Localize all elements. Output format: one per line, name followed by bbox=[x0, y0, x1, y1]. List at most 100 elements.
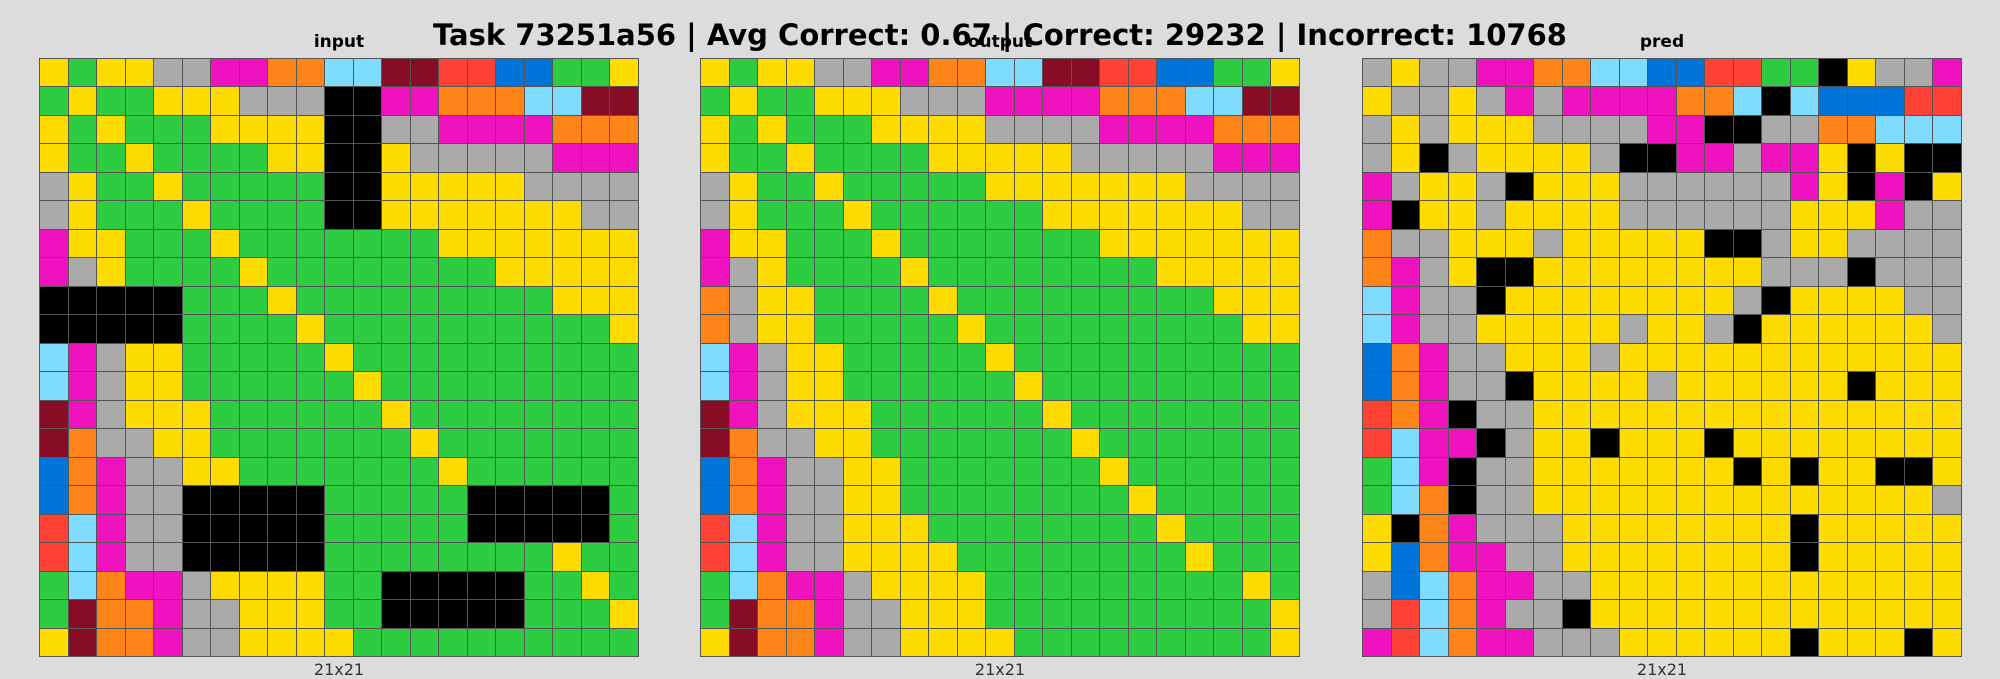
grid-cell bbox=[786, 59, 815, 87]
grid-cell bbox=[1648, 315, 1676, 343]
grid-cell bbox=[957, 315, 986, 343]
grid-cell bbox=[581, 628, 610, 656]
grid-cell bbox=[553, 59, 581, 87]
grid-cell bbox=[1648, 571, 1676, 600]
grid-cell bbox=[1242, 514, 1271, 543]
grid-cell bbox=[382, 172, 410, 201]
grid-cell bbox=[296, 514, 325, 543]
grid-cell bbox=[296, 429, 325, 457]
grid-cell bbox=[182, 201, 211, 229]
grid-cell bbox=[182, 372, 211, 400]
grid-cell bbox=[154, 514, 182, 543]
grid-cell bbox=[1619, 87, 1648, 115]
grid-cell bbox=[900, 201, 929, 229]
grid-cell bbox=[1705, 201, 1733, 229]
grid-cell bbox=[1904, 400, 1933, 429]
grid-cell bbox=[467, 457, 496, 486]
grid-cell bbox=[439, 59, 467, 87]
grid-cell bbox=[1676, 172, 1705, 201]
grid-cell bbox=[467, 201, 496, 229]
grid-cell bbox=[154, 543, 182, 571]
grid-cell bbox=[1185, 571, 1214, 600]
grid-cell bbox=[1790, 115, 1819, 144]
grid-cell bbox=[439, 429, 467, 457]
grid-cell bbox=[1271, 486, 1299, 514]
grid-cell bbox=[729, 486, 758, 514]
grid-cell bbox=[97, 115, 125, 144]
grid-cell bbox=[40, 543, 68, 571]
grid-cell bbox=[1448, 372, 1477, 400]
grid-cell bbox=[1705, 258, 1733, 286]
grid-cell bbox=[1648, 343, 1676, 372]
grid-cell bbox=[1676, 87, 1705, 115]
grid-cell bbox=[353, 457, 382, 486]
grid-cell bbox=[872, 172, 900, 201]
grid-cell bbox=[872, 571, 900, 600]
grid-cell bbox=[1071, 172, 1100, 201]
grid-cell bbox=[1762, 343, 1790, 372]
grid-cell bbox=[125, 628, 154, 656]
grid-cell bbox=[1363, 343, 1391, 372]
grid-cell bbox=[239, 172, 268, 201]
grid-cell bbox=[1420, 201, 1448, 229]
grid-cell bbox=[610, 172, 638, 201]
grid-cell bbox=[1214, 543, 1242, 571]
grid-cell bbox=[1847, 229, 1876, 258]
grid-cell bbox=[439, 571, 467, 600]
grid-cell bbox=[268, 59, 296, 87]
grid-cell bbox=[1591, 144, 1619, 172]
grid-cell bbox=[1477, 315, 1505, 343]
grid-cell bbox=[154, 457, 182, 486]
grid-cell bbox=[68, 258, 97, 286]
grid-cell bbox=[439, 514, 467, 543]
grid-cell bbox=[701, 543, 729, 571]
grid-cell bbox=[1790, 543, 1819, 571]
grid-cell bbox=[581, 343, 610, 372]
grid-cell bbox=[1619, 286, 1648, 315]
grid-cell bbox=[1477, 457, 1505, 486]
grid-cell bbox=[97, 258, 125, 286]
grid-cell bbox=[439, 315, 467, 343]
grid-cell bbox=[1071, 343, 1100, 372]
grid-cell bbox=[97, 315, 125, 343]
grid-cell bbox=[1733, 457, 1762, 486]
grid-cell bbox=[1705, 229, 1733, 258]
grid-cell bbox=[1933, 571, 1961, 600]
grid-cell bbox=[1505, 514, 1534, 543]
grid-cell bbox=[1214, 87, 1242, 115]
grid-cell bbox=[524, 457, 553, 486]
grid-cell bbox=[1363, 600, 1391, 628]
grid-cell bbox=[1477, 628, 1505, 656]
grid-cell bbox=[496, 514, 524, 543]
grid-cell bbox=[40, 172, 68, 201]
grid-cell bbox=[496, 87, 524, 115]
grid-cell bbox=[1648, 486, 1676, 514]
grid-cell bbox=[1363, 628, 1391, 656]
grid-cell bbox=[957, 543, 986, 571]
grid-cell bbox=[1562, 87, 1591, 115]
grid-cell bbox=[729, 628, 758, 656]
grid-cell bbox=[1271, 628, 1299, 656]
grid-cell bbox=[382, 600, 410, 628]
grid-cell bbox=[1185, 457, 1214, 486]
grid-cell bbox=[268, 201, 296, 229]
grid-cell bbox=[382, 628, 410, 656]
grid-cell bbox=[1014, 514, 1043, 543]
grid-cell bbox=[1420, 600, 1448, 628]
grid-cell bbox=[900, 571, 929, 600]
grid-cell bbox=[1242, 172, 1271, 201]
grid-cell bbox=[40, 457, 68, 486]
grid-cell bbox=[786, 87, 815, 115]
grid-cell bbox=[1271, 229, 1299, 258]
grid-cell bbox=[1762, 59, 1790, 87]
grid-cell bbox=[1648, 543, 1676, 571]
grid-cell bbox=[1904, 59, 1933, 87]
grid-cell bbox=[1762, 201, 1790, 229]
grid-cell bbox=[239, 457, 268, 486]
grid-cell bbox=[701, 172, 729, 201]
grid-cell bbox=[325, 543, 353, 571]
grid-cell bbox=[1128, 286, 1157, 315]
grid-cell bbox=[1904, 258, 1933, 286]
grid-cell bbox=[786, 429, 815, 457]
grid-cell bbox=[1790, 144, 1819, 172]
